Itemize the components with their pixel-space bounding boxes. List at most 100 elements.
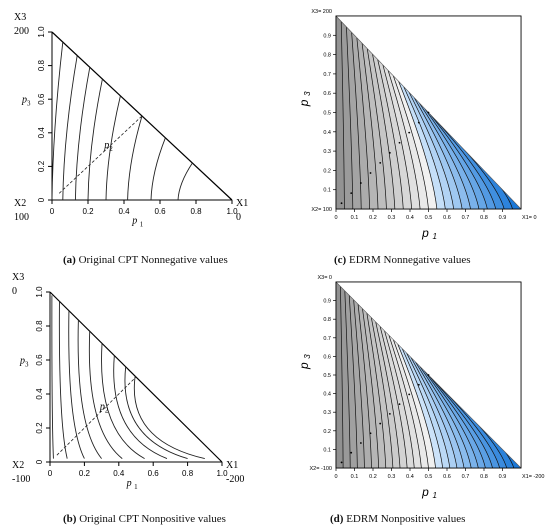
contour-line — [415, 361, 465, 469]
corner-bottom-left-var: X2 — [14, 198, 26, 209]
contour-line — [423, 370, 479, 469]
x-tick-label: 0.8 — [182, 469, 194, 478]
indifference-curve — [51, 295, 54, 459]
diagonal-dot — [340, 461, 343, 464]
x-tick-label: 1.0 — [226, 207, 238, 216]
contour-line — [419, 102, 471, 210]
y-tick-label: 1.0 — [35, 286, 44, 298]
corner-bottom-right-label: X1= -200 — [522, 474, 544, 480]
x-tick-label: 0.5 — [425, 474, 433, 480]
contour-line — [340, 21, 345, 210]
corner-top-value: 200 — [14, 26, 29, 37]
contour-line — [361, 43, 379, 210]
contour-line — [406, 352, 451, 469]
y-tick-label: 0.6 — [37, 93, 46, 105]
corner-bottom-left-value: -100 — [12, 474, 30, 485]
y-tick-label: 0.7 — [323, 72, 331, 78]
diagonal-dot — [417, 121, 420, 124]
contour-line — [424, 108, 480, 210]
x-tick-label: 0.2 — [369, 215, 377, 221]
x-tick-label: 1.0 — [216, 469, 228, 478]
x-tick-label: 0.2 — [79, 469, 91, 478]
diagonal-dot — [350, 451, 353, 454]
x-tick-label: 0.2 — [369, 474, 377, 480]
diagonal-dot — [379, 161, 382, 164]
contour-line — [362, 308, 380, 469]
contour-line — [388, 335, 422, 469]
indifference-curve — [105, 95, 121, 201]
y-tick-label: 0.7 — [323, 336, 331, 342]
x-tick-label: 0.3 — [388, 474, 396, 480]
diagonal-label-sub: 2 — [105, 406, 109, 414]
contour-line — [408, 91, 455, 210]
caption-letter: (d) — [330, 513, 344, 525]
contour-line — [344, 290, 351, 469]
contour-line — [348, 295, 358, 469]
x-axis-label: p — [421, 226, 429, 240]
x-tick-label: 0.6 — [443, 474, 451, 480]
y-axis-label-sub: 3 — [25, 360, 29, 368]
contour-line — [387, 70, 421, 210]
x-tick-label: 0.5 — [425, 215, 433, 221]
y-tick-label: 0.8 — [37, 59, 46, 71]
x-tick-label: 0.6 — [443, 215, 451, 221]
diagonal-dot — [427, 374, 430, 376]
caption-text: Original CPT Nonpositive values — [79, 513, 226, 525]
x-tick-label: 0 — [50, 207, 55, 216]
diagonal-dot — [398, 403, 401, 406]
x-tick-label: 0 — [48, 469, 53, 478]
diagonal-dot — [369, 172, 372, 174]
y-axis-label: p — [21, 95, 27, 106]
x-axis-label: p — [126, 478, 132, 489]
corner-bottom-left-var: X2 — [12, 460, 24, 471]
diagonal-dot — [369, 432, 372, 435]
y-tick-label: 0.5 — [323, 111, 331, 117]
indifference-curve — [113, 355, 168, 460]
contour-line — [397, 343, 436, 469]
contour-line — [356, 37, 370, 210]
panel-d: 0 0.1 0.2 0.3 0.4 0.5 0.6 0.7 0.8 0.9 0.1 0.2 0.3 0.4… — [275, 272, 550, 512]
x-axis-label-sub: 1 — [433, 232, 437, 241]
y-tick-label: 0.3 — [323, 410, 331, 416]
x-axis-label-sub: 1 — [140, 221, 144, 229]
y-tick-label: 0.4 — [37, 127, 46, 139]
y-axis-label-sub: 3 — [303, 354, 312, 359]
contour-line — [413, 97, 463, 210]
y-tick-label: 0.4 — [35, 388, 44, 400]
corner-top-label: X3= 200 — [311, 9, 332, 15]
diagonal-label-sub: 2 — [109, 145, 113, 153]
y-tick-label: 0.6 — [323, 354, 331, 360]
diagonal-dashed-line — [56, 376, 137, 456]
contour-line — [353, 299, 365, 469]
indifference-curve — [177, 162, 193, 201]
indifference-curve — [87, 78, 103, 201]
corner-top-label: X3= 0 — [317, 275, 332, 281]
contour-line — [372, 54, 396, 210]
contour-line — [393, 339, 429, 469]
contour-band — [336, 282, 344, 468]
corner-top-value: 0 — [12, 286, 17, 297]
diagonal-dashed-line — [58, 115, 143, 194]
y-tick-label: 0.4 — [323, 130, 331, 136]
y-tick-label: 0 — [35, 459, 44, 464]
chart-a: 0 0.2 0.4 0.6 0.8 1.000.20.40.60.81.0p 1p 3p 2X3… — [14, 12, 248, 229]
y-tick-label: 0.8 — [323, 317, 331, 323]
y-tick-label: 0.8 — [323, 53, 331, 59]
y-tick-label: 0.2 — [323, 168, 331, 174]
y-axis-label: p — [297, 362, 311, 370]
x-tick-label: 0.2 — [82, 207, 94, 216]
x-tick-label: 0.7 — [462, 474, 470, 480]
y-tick-label: 0.5 — [323, 373, 331, 379]
x-tick-label: 0.4 — [113, 469, 125, 478]
caption-c: (c) EDRM Nonnegative values — [334, 254, 471, 266]
diagonal-dot — [340, 202, 343, 205]
diagonal-dot — [427, 111, 430, 114]
x-tick-label: 0.1 — [351, 474, 359, 480]
x-tick-label: 0.9 — [499, 474, 507, 480]
x-tick-label: 0.7 — [462, 215, 470, 221]
y-tick-label: 0 — [37, 197, 46, 202]
x-tick-label: 0 — [334, 215, 337, 221]
chart-c: 0 0.1 0.2 0.3 0.4 0.5 0.6 0.7 0.8 0.9 0.1 0.2 0.3 0.4… — [297, 9, 537, 241]
caption-letter: (b) — [63, 513, 77, 525]
y-tick-label: 0.1 — [323, 447, 331, 453]
